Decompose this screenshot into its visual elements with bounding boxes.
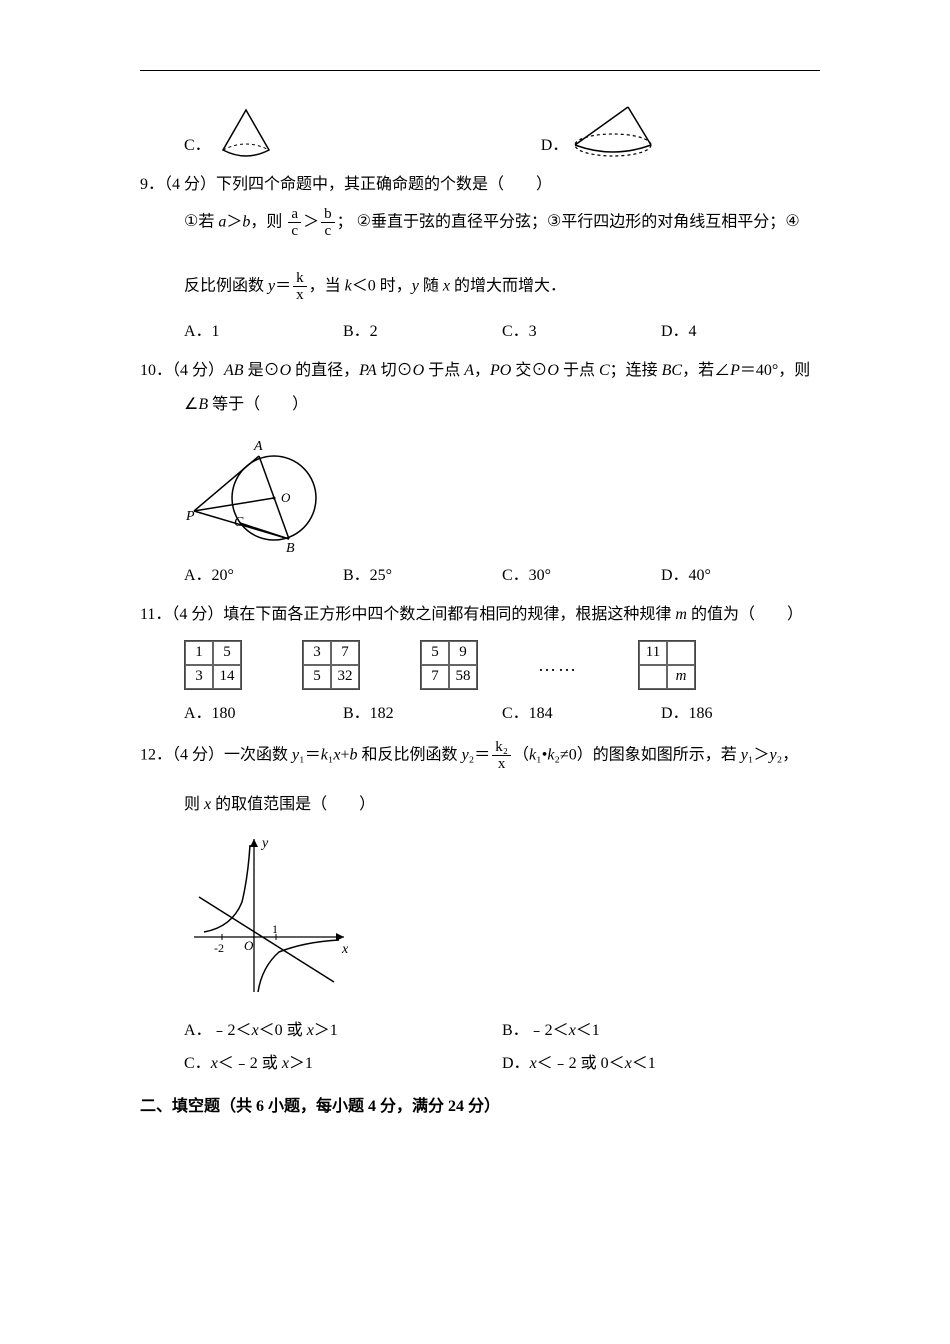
q9-option-b[interactable]: B．2 [343,318,502,347]
q12-option-a[interactable]: A．﹣2＜x＜0 或 x＞1 [184,1017,502,1046]
svg-text:C: C [234,515,244,530]
svg-text:O: O [244,938,254,953]
q12-option-b[interactable]: B．﹣2＜x＜1 [502,1017,820,1046]
q10-stem: 10．（4 分）AB 是⊙O 的直径，PA 切⊙O 于点 A，PO 交⊙O 于点… [140,357,820,386]
q9-stem: 9．（4 分）下列四个命题中，其正确命题的个数是（ ） [140,171,820,200]
svg-text:O: O [281,490,291,505]
svg-text:A: A [253,439,263,454]
svg-text:-2: -2 [214,941,224,955]
q12-stem: 12．（4 分）一次函数 y₁＝k₁x+b 和反比例函数 y₂＝k₂x（k₁•k… [140,739,820,773]
grid-3: 59 758 [420,640,478,690]
circle-tangent-diagram-icon: O A P C B [184,426,334,556]
q11-stem: 11．（4 分）填在下面各正方形中四个数之间都有相同的规律，根据这种规律 m 的… [140,601,820,630]
q11-option-b[interactable]: B．182 [343,700,502,729]
svg-text:1: 1 [272,922,278,936]
ellipsis-icon: …… [538,649,578,681]
q10-stem2: ∠B 等于（ ） [184,391,820,420]
q12-option-d[interactable]: D．x＜﹣2 或 0＜x＜1 [502,1050,820,1079]
q12-stem2: 则 x 的取值范围是（ ） [184,791,820,820]
svg-text:P: P [185,509,195,524]
q10-option-b[interactable]: B．25° [343,562,502,591]
cone-short-icon [568,101,658,161]
q11-option-a[interactable]: A．180 [184,700,343,729]
grid-2: 37 532 [302,640,360,690]
q9-option-d[interactable]: D．4 [661,318,820,347]
q12-option-c[interactable]: C．x＜﹣2 或 x＞1 [184,1050,502,1079]
q9-clause4: 反比例函数 y＝kx，当 k＜0 时，y 随 x 的增大而增大． [184,270,820,304]
q10-option-a[interactable]: A．20° [184,562,343,591]
svg-text:B: B [286,541,295,556]
svg-text:y: y [260,836,269,851]
q11-option-d[interactable]: D．186 [661,700,820,729]
q9-clauses: ①若 a＞b，则 ac＞bc； ②垂直于弦的直径平分弦；③平行四边形的对角线互相… [184,206,820,240]
function-graph-icon: O x y -2 1 [184,827,354,997]
q8-option-c-label: C． [184,132,211,161]
q10-option-c[interactable]: C．30° [502,562,661,591]
q9-option-a[interactable]: A．1 [184,318,343,347]
grid-4: 11 m [638,640,696,690]
q9-option-c[interactable]: C．3 [502,318,661,347]
grid-1: 15 314 [184,640,242,690]
q8-option-d-label: D． [541,132,569,161]
section-2-title: 二、填空题（共 6 小题，每小题 4 分，满分 24 分） [140,1093,820,1122]
q11-option-c[interactable]: C．184 [502,700,661,729]
cone-tall-icon [211,106,281,161]
q11-grids: 15 314 37 532 59 758 …… 11 m [184,640,820,690]
svg-text:x: x [341,942,349,957]
q10-option-d[interactable]: D．40° [661,562,820,591]
